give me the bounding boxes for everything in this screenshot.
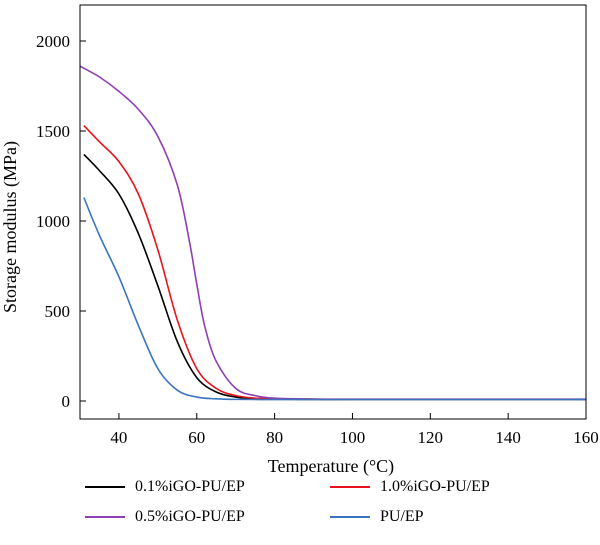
legend-item-0-1-igo: 0.1%iGO-PU/EP (85, 478, 245, 496)
legend-swatch (85, 486, 125, 488)
legend-swatch (85, 516, 125, 518)
series-0-1-igo-line (83, 153, 586, 401)
x-tick-label: 140 (495, 428, 521, 447)
legend: 0.1%iGO-PU/EP 1.0%iGO-PU/EP 0.5%iGO-PU/E… (85, 468, 585, 538)
legend-item-0-5-igo: 0.5%iGO-PU/EP (85, 508, 245, 526)
plot-frame (79, 4, 587, 420)
legend-label: 0.5%iGO-PU/EP (135, 508, 245, 525)
x-tick-label: 120 (418, 428, 444, 447)
y-tick-label: 1500 (36, 122, 70, 141)
y-tick-label: 2000 (36, 32, 70, 51)
x-tick-label: 160 (573, 428, 599, 447)
legend-item-pu-ep: PU/EP (330, 508, 424, 526)
x-tick-label: 60 (188, 428, 205, 447)
series-pu-ep-line (83, 197, 586, 401)
legend-label: 1.0%iGO-PU/EP (380, 478, 490, 495)
y-axis-title: Storage modulus (MPa) (0, 141, 21, 313)
legend-swatch (330, 486, 370, 488)
y-tick-label: 1000 (36, 212, 70, 231)
legend-item-1-0-igo: 1.0%iGO-PU/EP (330, 478, 490, 496)
x-tick-label: 40 (110, 428, 127, 447)
series-1-0-igo-line (83, 125, 586, 401)
y-tick-label: 500 (45, 302, 71, 321)
series-layer (79, 65, 586, 401)
legend-label: 0.1%iGO-PU/EP (135, 478, 245, 495)
x-tick-label: 80 (266, 428, 283, 447)
legend-swatch (330, 516, 370, 518)
y-tick-label: 0 (62, 392, 71, 411)
series-0-5-igo-line (79, 65, 586, 401)
x-axis-title: Temperature (°C) (268, 456, 394, 477)
legend-label: PU/EP (380, 508, 424, 525)
ticks-layer: 40 60 80 100 120 140 160 0 500 1000 1500 2000 (36, 32, 599, 447)
x-tick-label: 100 (340, 428, 366, 447)
